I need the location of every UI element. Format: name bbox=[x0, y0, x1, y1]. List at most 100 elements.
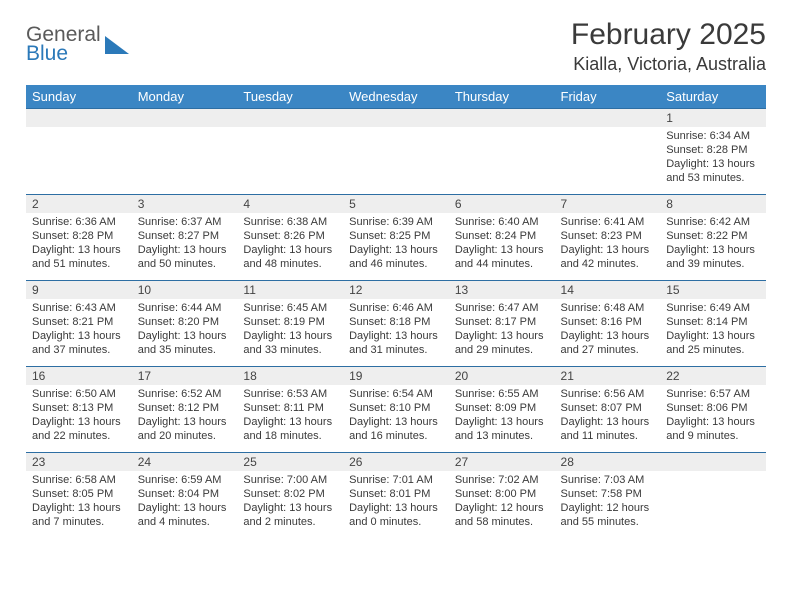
calendar-day-cell: 17Sunrise: 6:52 AMSunset: 8:12 PMDayligh… bbox=[132, 367, 238, 453]
calendar-day-cell: 23Sunrise: 6:58 AMSunset: 8:05 PMDayligh… bbox=[26, 453, 132, 534]
day-data: Sunrise: 6:57 AMSunset: 8:06 PMDaylight:… bbox=[660, 385, 766, 447]
day-number: 11 bbox=[237, 281, 343, 299]
day-daylight2: and 4 minutes. bbox=[138, 515, 232, 529]
day-sunrise: Sunrise: 6:34 AM bbox=[666, 129, 760, 143]
day-data: Sunrise: 6:52 AMSunset: 8:12 PMDaylight:… bbox=[132, 385, 238, 447]
day-daylight2: and 39 minutes. bbox=[666, 257, 760, 271]
day-daylight1: Daylight: 13 hours bbox=[32, 243, 126, 257]
day-sunrise: Sunrise: 6:52 AM bbox=[138, 387, 232, 401]
day-daylight2: and 16 minutes. bbox=[349, 429, 443, 443]
day-sunset: Sunset: 8:11 PM bbox=[243, 401, 337, 415]
day-number: 2 bbox=[26, 195, 132, 213]
calendar-day-cell: 24Sunrise: 6:59 AMSunset: 8:04 PMDayligh… bbox=[132, 453, 238, 534]
day-daylight1: Daylight: 13 hours bbox=[666, 243, 760, 257]
weekday-header: Sunday bbox=[26, 85, 132, 109]
day-daylight2: and 37 minutes. bbox=[32, 343, 126, 357]
day-sunset: Sunset: 8:23 PM bbox=[561, 229, 655, 243]
day-daylight2: and 13 minutes. bbox=[455, 429, 549, 443]
day-number: . bbox=[660, 453, 766, 471]
calendar-week-row: 23Sunrise: 6:58 AMSunset: 8:05 PMDayligh… bbox=[26, 453, 766, 534]
calendar-day-cell: 3Sunrise: 6:37 AMSunset: 8:27 PMDaylight… bbox=[132, 195, 238, 281]
calendar-day-cell: 14Sunrise: 6:48 AMSunset: 8:16 PMDayligh… bbox=[555, 281, 661, 367]
day-data: Sunrise: 6:54 AMSunset: 8:10 PMDaylight:… bbox=[343, 385, 449, 447]
day-sunset: Sunset: 8:20 PM bbox=[138, 315, 232, 329]
day-data: Sunrise: 6:41 AMSunset: 8:23 PMDaylight:… bbox=[555, 213, 661, 275]
day-daylight2: and 25 minutes. bbox=[666, 343, 760, 357]
calendar-table: Sunday Monday Tuesday Wednesday Thursday… bbox=[26, 85, 766, 533]
day-data: Sunrise: 6:58 AMSunset: 8:05 PMDaylight:… bbox=[26, 471, 132, 533]
calendar-page: General Blue February 2025 Kialla, Victo… bbox=[0, 0, 792, 543]
day-daylight1: Daylight: 13 hours bbox=[666, 157, 760, 171]
calendar-day-cell: 4Sunrise: 6:38 AMSunset: 8:26 PMDaylight… bbox=[237, 195, 343, 281]
day-sunrise: Sunrise: 6:46 AM bbox=[349, 301, 443, 315]
day-number: 22 bbox=[660, 367, 766, 385]
day-data: Sunrise: 6:37 AMSunset: 8:27 PMDaylight:… bbox=[132, 213, 238, 275]
day-number: . bbox=[555, 109, 661, 127]
day-sunrise: Sunrise: 6:53 AM bbox=[243, 387, 337, 401]
day-data: Sunrise: 7:03 AMSunset: 7:58 PMDaylight:… bbox=[555, 471, 661, 533]
day-sunset: Sunset: 8:09 PM bbox=[455, 401, 549, 415]
day-daylight1: Daylight: 12 hours bbox=[561, 501, 655, 515]
page-subtitle: Kialla, Victoria, Australia bbox=[571, 54, 766, 75]
day-sunrise: Sunrise: 6:49 AM bbox=[666, 301, 760, 315]
day-daylight2: and 11 minutes. bbox=[561, 429, 655, 443]
day-sunrise: Sunrise: 6:59 AM bbox=[138, 473, 232, 487]
weekday-header: Thursday bbox=[449, 85, 555, 109]
day-daylight2: and 48 minutes. bbox=[243, 257, 337, 271]
calendar-day-cell: 27Sunrise: 7:02 AMSunset: 8:00 PMDayligh… bbox=[449, 453, 555, 534]
weekday-header: Tuesday bbox=[237, 85, 343, 109]
day-sunrise: Sunrise: 7:01 AM bbox=[349, 473, 443, 487]
day-data: Sunrise: 6:42 AMSunset: 8:22 PMDaylight:… bbox=[660, 213, 766, 275]
day-sunset: Sunset: 8:13 PM bbox=[32, 401, 126, 415]
day-data: Sunrise: 6:56 AMSunset: 8:07 PMDaylight:… bbox=[555, 385, 661, 447]
day-sunset: Sunset: 8:28 PM bbox=[666, 143, 760, 157]
day-daylight1: Daylight: 13 hours bbox=[32, 415, 126, 429]
day-number: . bbox=[132, 109, 238, 127]
weekday-header: Wednesday bbox=[343, 85, 449, 109]
day-number: . bbox=[237, 109, 343, 127]
logo: General Blue bbox=[26, 18, 129, 64]
day-sunrise: Sunrise: 6:40 AM bbox=[455, 215, 549, 229]
day-sunrise: Sunrise: 6:58 AM bbox=[32, 473, 126, 487]
day-sunrise: Sunrise: 6:43 AM bbox=[32, 301, 126, 315]
day-sunrise: Sunrise: 7:00 AM bbox=[243, 473, 337, 487]
calendar-day-cell: 8Sunrise: 6:42 AMSunset: 8:22 PMDaylight… bbox=[660, 195, 766, 281]
day-data: Sunrise: 6:49 AMSunset: 8:14 PMDaylight:… bbox=[660, 299, 766, 361]
day-daylight2: and 7 minutes. bbox=[32, 515, 126, 529]
day-daylight2: and 51 minutes. bbox=[32, 257, 126, 271]
day-sunrise: Sunrise: 7:03 AM bbox=[561, 473, 655, 487]
calendar-day-cell: 21Sunrise: 6:56 AMSunset: 8:07 PMDayligh… bbox=[555, 367, 661, 453]
day-daylight1: Daylight: 13 hours bbox=[455, 415, 549, 429]
calendar-day-cell: 12Sunrise: 6:46 AMSunset: 8:18 PMDayligh… bbox=[343, 281, 449, 367]
calendar-day-cell: 28Sunrise: 7:03 AMSunset: 7:58 PMDayligh… bbox=[555, 453, 661, 534]
day-number: 24 bbox=[132, 453, 238, 471]
calendar-day-cell: 10Sunrise: 6:44 AMSunset: 8:20 PMDayligh… bbox=[132, 281, 238, 367]
calendar-day-cell: 19Sunrise: 6:54 AMSunset: 8:10 PMDayligh… bbox=[343, 367, 449, 453]
day-daylight1: Daylight: 13 hours bbox=[32, 501, 126, 515]
day-sunset: Sunset: 8:22 PM bbox=[666, 229, 760, 243]
calendar-day-cell: 5Sunrise: 6:39 AMSunset: 8:25 PMDaylight… bbox=[343, 195, 449, 281]
day-sunset: Sunset: 7:58 PM bbox=[561, 487, 655, 501]
calendar-day-cell: 6Sunrise: 6:40 AMSunset: 8:24 PMDaylight… bbox=[449, 195, 555, 281]
day-daylight1: Daylight: 13 hours bbox=[138, 243, 232, 257]
day-daylight1: Daylight: 13 hours bbox=[32, 329, 126, 343]
day-number: 14 bbox=[555, 281, 661, 299]
day-daylight1: Daylight: 13 hours bbox=[243, 415, 337, 429]
day-daylight1: Daylight: 13 hours bbox=[666, 415, 760, 429]
calendar-day-cell: 22Sunrise: 6:57 AMSunset: 8:06 PMDayligh… bbox=[660, 367, 766, 453]
day-daylight2: and 31 minutes. bbox=[349, 343, 443, 357]
calendar-day-cell: . bbox=[26, 109, 132, 195]
day-number: 17 bbox=[132, 367, 238, 385]
calendar-day-cell: 13Sunrise: 6:47 AMSunset: 8:17 PMDayligh… bbox=[449, 281, 555, 367]
day-number: 15 bbox=[660, 281, 766, 299]
day-data: Sunrise: 6:48 AMSunset: 8:16 PMDaylight:… bbox=[555, 299, 661, 361]
calendar-day-cell: 26Sunrise: 7:01 AMSunset: 8:01 PMDayligh… bbox=[343, 453, 449, 534]
day-daylight1: Daylight: 12 hours bbox=[455, 501, 549, 515]
page-title: February 2025 bbox=[571, 18, 766, 52]
day-daylight1: Daylight: 13 hours bbox=[455, 243, 549, 257]
day-daylight1: Daylight: 13 hours bbox=[561, 329, 655, 343]
day-sunset: Sunset: 8:25 PM bbox=[349, 229, 443, 243]
day-daylight1: Daylight: 13 hours bbox=[138, 329, 232, 343]
day-sunset: Sunset: 8:00 PM bbox=[455, 487, 549, 501]
calendar-week-row: ......1Sunrise: 6:34 AMSunset: 8:28 PMDa… bbox=[26, 109, 766, 195]
